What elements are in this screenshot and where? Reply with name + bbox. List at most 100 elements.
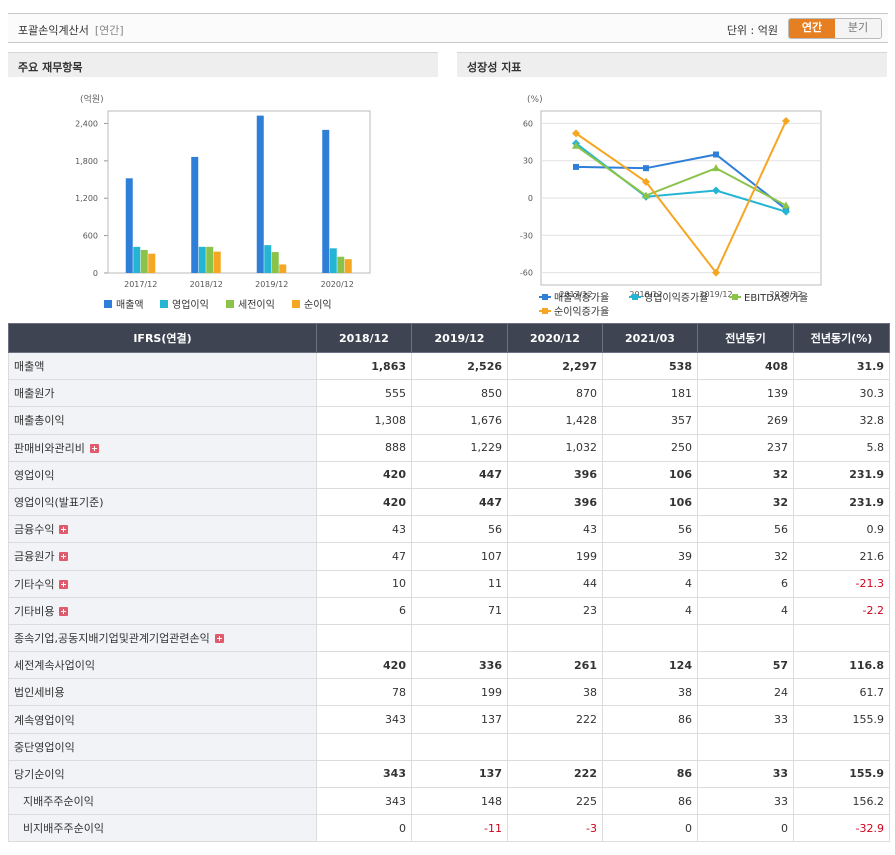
row-label-cell: 금융수익 [8,515,317,544]
value-cell: 38 [507,678,603,707]
legend-label: 영업이익 [172,298,209,311]
row-label: 중단영업이익 [14,740,75,754]
row-label: 종속기업,공동지배기업및관계기업관련손익 [14,631,210,645]
y-tick-label: 600 [83,232,98,241]
value-cell: 33 [697,759,794,789]
value-cell: 420 [316,487,412,517]
value-cell: 420 [316,651,412,680]
value-cell: 222 [507,759,603,789]
line-chart: (%) 60 30 0 -30 -60 2017/12 2018/12 2019/12 2020/… [520,95,822,318]
legend-label: 세전이익 [238,299,275,311]
value-cell: 47 [316,542,412,571]
y-tick-label: -30 [520,231,533,240]
value-cell: 0 [697,814,794,843]
row-label-cell: 매출총이익 [8,406,317,435]
value-cell [411,732,508,761]
expand-plus-icon[interactable] [59,552,69,562]
key-financials-panel: 주요 재무항목 (억원) 0 600 1,200 1,800 2,400 2017/12 20… [8,52,438,320]
value-cell: 33 [697,786,794,816]
bar [344,259,352,273]
value-cell: 5.8 [793,433,890,462]
value-cell: 231.9 [793,460,890,489]
data-point [782,201,790,209]
data-point [712,268,720,277]
table-row: 영업이익(발표기준) 420 447 396 106 32 231.9 [8,487,890,517]
expand-plus-icon[interactable] [214,633,224,643]
legend-marker [632,294,638,300]
legend-marker [542,294,548,300]
value-cell: 447 [411,460,508,489]
row-label: 판매비와관리비 [14,441,85,455]
row-label-cell: 비지배주주순이익 [8,814,317,843]
row-label: 영업이익(발표기준) [14,496,104,510]
value-cell [316,732,412,761]
table-header-row: IFRS(연결) 2018/12 2019/12 2020/12 2021/03… [8,323,890,353]
legend-swatch [226,300,234,308]
bar [148,253,156,273]
value-cell: 6 [316,596,412,625]
bar [133,246,141,273]
expand-plus-icon[interactable] [59,579,69,589]
value-cell: 116.8 [793,651,890,680]
value-cell: 408 [697,351,794,381]
period-toggle: 연간 분기 [788,18,882,39]
table-row: 세전계속사업이익 420 336 261 124 57 116.8 [8,651,890,680]
row-label-cell: 영업이익(발표기준) [8,487,317,517]
legend-label: 순이익증가율 [554,306,609,318]
value-cell: 1,308 [316,406,412,435]
row-label: 매출액 [14,360,45,374]
y-axis-unit-label: (억원) [80,93,104,105]
value-cell: 23 [507,596,603,625]
value-cell [507,732,603,761]
value-cell: 237 [697,433,794,462]
bar-chart: (억원) 0 600 1,200 1,800 2,400 2017/12 2018/12 201… [75,93,371,311]
table-row: 금융수익 43 56 43 56 56 0.9 [8,515,890,544]
x-tick-label: 2020/12 [769,290,802,299]
row-label-cell: 매출원가 [8,379,317,408]
statement-period-label: [연간] [94,24,124,37]
bar [256,115,264,273]
value-cell: 343 [316,705,412,734]
row-label-cell: 판매비와관리비 [8,433,317,462]
value-cell [602,732,698,761]
expand-plus-icon[interactable] [59,606,69,616]
y-tick-label: 60 [523,119,533,128]
y-tick-label: 0 [528,194,533,203]
value-cell: 231.9 [793,487,890,517]
value-cell: 10 [316,569,412,598]
bar [191,156,199,273]
x-tick-label: 2018/12 [629,290,662,299]
bar [125,178,133,273]
value-cell: -2.2 [793,596,890,625]
statement-header: 포괄손익계산서 [연간] 단위 : 억원 연간 분기 [8,13,888,43]
row-label: 세전계속사업이익 [14,659,95,673]
toggle-annual-button[interactable]: 연간 [789,19,835,38]
value-cell: 888 [316,433,412,462]
value-cell: 357 [602,406,698,435]
value-cell: -32.9 [793,814,890,843]
y-axis-unit-label: (%) [527,95,543,105]
row-label-cell: 금융원가 [8,542,317,571]
bar [198,246,206,273]
legend-swatch [160,300,168,308]
legend-label: 매출액증가율 [554,292,609,304]
expand-plus-icon[interactable] [59,525,69,535]
row-label: 비지배주주순이익 [23,822,104,836]
value-cell: 107 [411,542,508,571]
value-cell: 0 [316,814,412,843]
legend-marker [542,308,548,314]
row-label-cell: 법인세비용 [8,678,317,707]
value-cell: 106 [602,460,698,489]
value-cell: 2,526 [411,351,508,381]
growth-panel: 성장성 지표 (%) 60 30 0 -30 -60 2017/12 2018/12 2019/… [457,52,887,320]
expand-plus-icon[interactable] [89,443,99,453]
legend-label: EBITDA증가율 [744,292,808,304]
value-cell: 32 [697,542,794,571]
row-label-cell: 중단영업이익 [8,732,317,761]
value-cell: 850 [411,379,508,408]
value-cell: 1,032 [507,433,603,462]
value-cell: 124 [602,651,698,680]
value-cell: 86 [602,759,698,789]
toggle-quarterly-button[interactable]: 분기 [835,19,881,38]
row-label-cell: 계속영업이익 [8,705,317,734]
